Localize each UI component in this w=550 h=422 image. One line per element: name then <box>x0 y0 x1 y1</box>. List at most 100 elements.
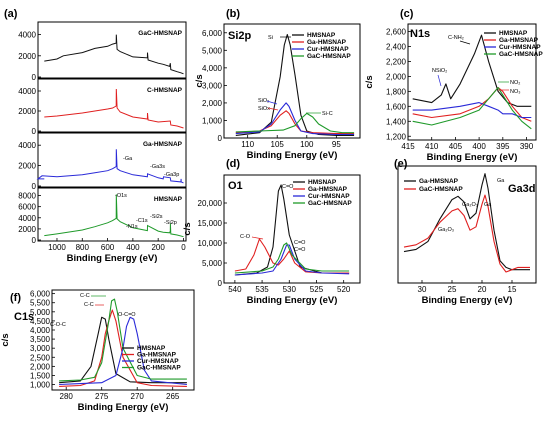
y-tick-label: 1,000 <box>202 116 223 125</box>
y-tick-label: 5,000 <box>30 308 51 317</box>
subplot-frame <box>37 21 187 79</box>
subplot-frame <box>37 78 187 133</box>
legend-entry: Ga-HMSNAP <box>137 352 177 359</box>
x-tick-label: 530 <box>283 285 297 294</box>
panel-tag: (c) <box>400 8 414 20</box>
legend-entry: Cur-HMSNAP <box>137 358 179 365</box>
peak-label-ga2o3-red: Ga₂O₃ <box>438 227 454 233</box>
spectrum-series-line-1 <box>403 194 530 273</box>
plot-frame <box>397 165 537 284</box>
panel-tag: (f) <box>10 292 21 304</box>
panel-title: C1s <box>14 311 34 323</box>
x-tick-label: 25 <box>448 285 457 294</box>
peak-annotation: -Si2s <box>150 214 163 220</box>
survey-spectrum-line <box>44 34 184 75</box>
panel-tag: (d) <box>226 158 240 170</box>
peak-label-c-o: C-O <box>240 234 251 240</box>
legend-entry: Cur-HMSNAP <box>307 46 349 53</box>
peak-label-si: Si <box>268 35 273 41</box>
x-tick-label: 520 <box>337 285 351 294</box>
x-tick-label: 95 <box>332 140 341 149</box>
peak-label-c-nh2: C-NH₂ <box>448 35 464 41</box>
y-tick-label: 0 <box>218 134 223 143</box>
legend-entry: Ga-HMSNAP <box>499 37 539 44</box>
legend-entry: Cur-HMSNAP <box>308 193 350 200</box>
x-axis-title: Binding Energy (eV) <box>422 295 513 306</box>
y-tick-label: 2000 <box>18 225 36 234</box>
peak-label-c-eq-o-green: C=O <box>294 240 306 246</box>
plot-frame <box>407 23 537 141</box>
x-tick-label: 405 <box>449 142 463 151</box>
x-tick-label: 390 <box>520 142 534 151</box>
y-tick-label: 2,200 <box>386 57 407 66</box>
survey-spectrum-line <box>36 149 184 184</box>
x-tick-label: 540 <box>228 285 242 294</box>
panel-title: N1s <box>410 28 430 40</box>
plot-frame <box>51 289 195 391</box>
y-tick-label: 0 <box>32 127 37 136</box>
peak-annotation: -Ga3s <box>150 164 165 170</box>
y-tick-label: 2000 <box>18 52 36 61</box>
legend-entry: Cur-HMSNAP <box>499 44 541 51</box>
x-tick-label: 410 <box>425 142 439 151</box>
x-tick-label: 415 <box>401 142 415 151</box>
x-tick-label: 275 <box>95 392 109 401</box>
y-tick-label: 3,500 <box>30 335 51 344</box>
y-tick-label: 6000 <box>18 203 36 212</box>
panel-title: Ga3d <box>508 183 536 195</box>
x-tick-label: 110 <box>241 140 254 149</box>
peak-annotation: -N1s <box>126 224 138 230</box>
peak-label-ga2o3-black: Ga₂O₃ <box>462 202 478 208</box>
peak-annotation: -C1s <box>136 218 148 224</box>
legend-entry: HMSNAP <box>137 345 166 352</box>
y-tick-label: 5,000 <box>202 259 223 268</box>
survey-spectrum-line <box>44 194 184 238</box>
legend-entry: HMSNAP <box>499 30 528 37</box>
y-axis-title: c/s <box>194 74 205 87</box>
x-tick-label: 600 <box>101 243 115 252</box>
y-tick-label: 2,600 <box>386 27 407 36</box>
peak-label-c-c-green: C-C <box>80 293 90 299</box>
legend-entry: Ga-HMSNAP <box>307 39 347 46</box>
peak-label-c-eq-o-blue: C=O <box>294 247 306 253</box>
legend-entry: HMSNAP <box>307 32 336 39</box>
legend-entry: GaC-HMSNAP <box>307 53 351 60</box>
peak-annotation: -Ga3p <box>164 172 179 178</box>
y-tick-label: 4,000 <box>30 326 51 335</box>
plot-frame <box>223 174 361 284</box>
x-tick-label: 265 <box>166 392 180 401</box>
peak-label-siox: SiOx <box>258 106 270 112</box>
y-tick-label: 4000 <box>18 87 36 96</box>
peak-label-sio2: SiO₂ <box>258 98 269 104</box>
peak-annotation: -Ga <box>123 156 133 162</box>
peak-label-no2: NO₂ <box>510 80 520 86</box>
x-axis-title: Binding Energy (eV) <box>247 295 338 306</box>
y-tick-label: 5,500 <box>30 299 51 308</box>
y-tick-label: 0 <box>32 182 37 191</box>
subplot-frame <box>37 132 187 188</box>
x-tick-label: 15 <box>508 285 517 294</box>
y-tick-label: 0 <box>32 236 37 245</box>
y-axis-title: c/s <box>182 222 193 235</box>
y-tick-label: 1,800 <box>386 87 407 96</box>
legend-entry: GaC-HMSNAP <box>308 200 352 207</box>
peak-label-c-eq-o-main: C=O <box>282 184 294 190</box>
y-tick-label: 15,000 <box>198 219 223 228</box>
y-tick-label: 2,000 <box>202 99 223 108</box>
y-tick-label: 1,200 <box>386 132 407 141</box>
peak-annotation: -O1s <box>115 193 127 199</box>
y-tick-label: 4,500 <box>30 317 51 326</box>
annotation-arrow <box>267 107 279 111</box>
y-tick-label: 1,000 <box>30 381 51 390</box>
spectrum-series-line-0 <box>234 184 350 276</box>
peak-annotation: -Si2p <box>164 220 177 226</box>
x-tick-label: 400 <box>126 243 140 252</box>
x-tick-label: 0 <box>181 243 186 252</box>
panel-tag: (a) <box>4 8 18 20</box>
x-axis-title: Binding Energy (eV) <box>247 150 338 161</box>
y-tick-label: 2,500 <box>30 353 51 362</box>
spectrum-series-line-1 <box>234 238 350 274</box>
subplot-frame <box>37 187 187 242</box>
survey-spectrum-line <box>44 88 184 129</box>
